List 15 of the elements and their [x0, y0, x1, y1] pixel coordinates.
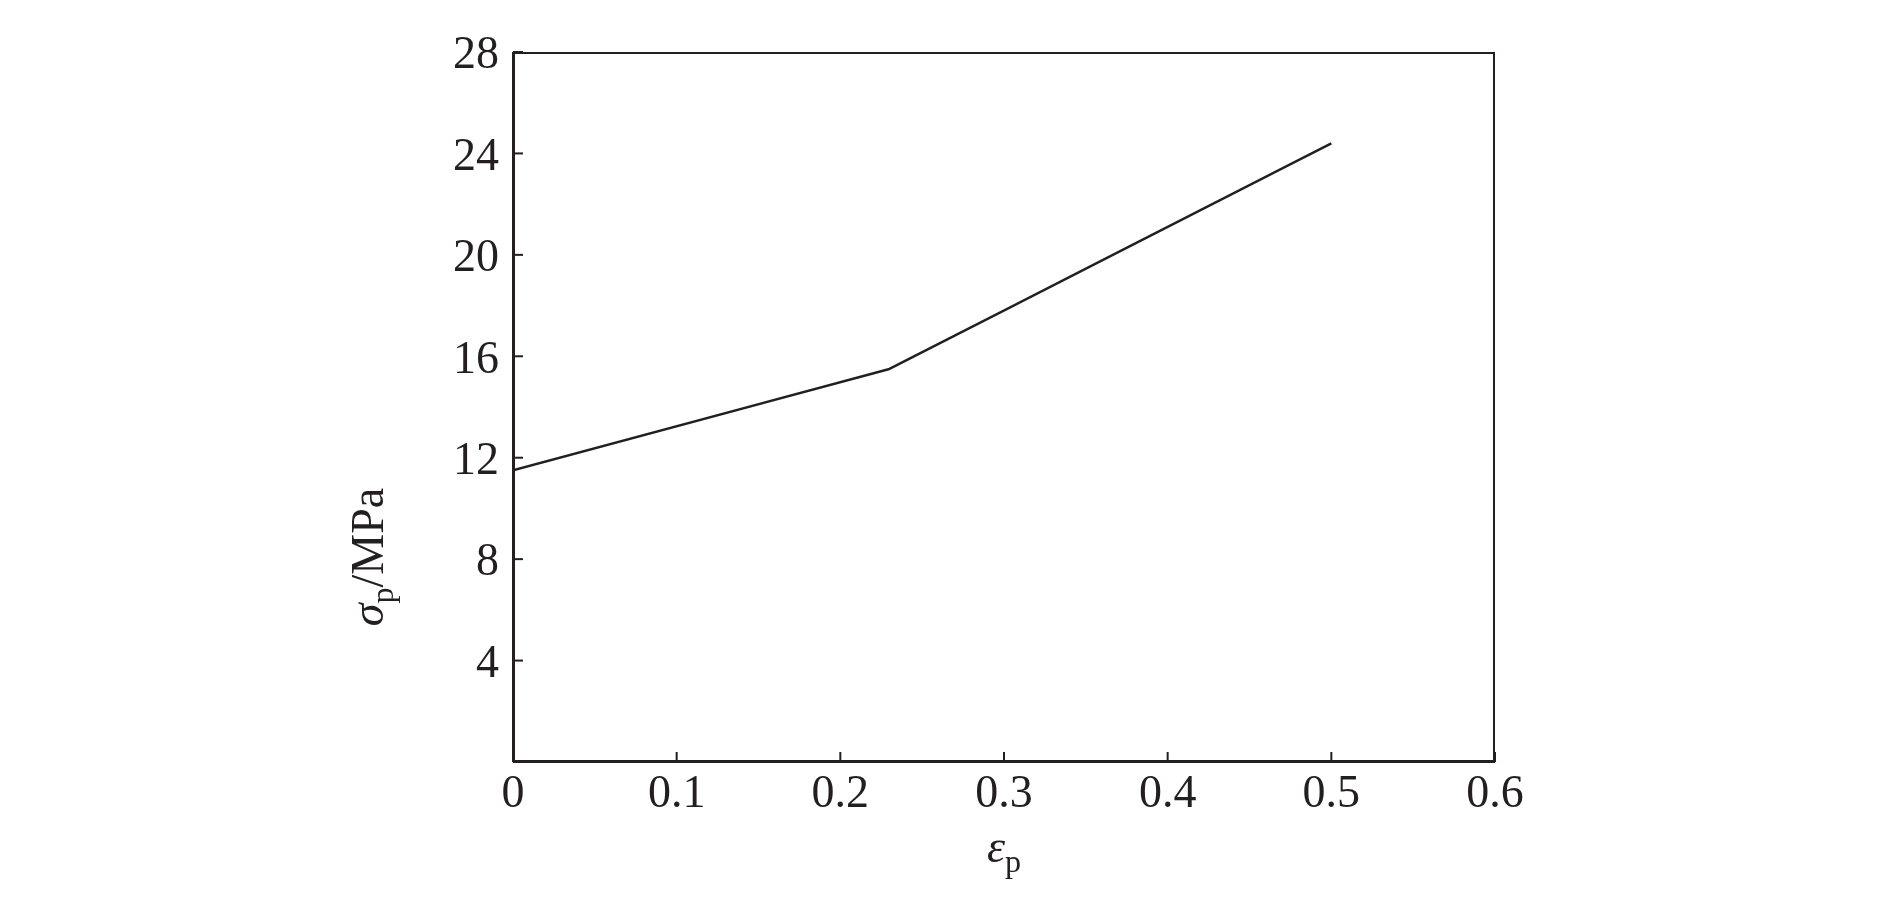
y-tick-label: 28	[453, 27, 499, 79]
x-tick-label: 0	[501, 765, 525, 817]
y-tick-label: 20	[453, 230, 499, 282]
x-tick-label: 0.5	[1302, 765, 1361, 817]
x-tick-label: 0.2	[811, 765, 870, 817]
x-tick-label: 0.4	[1138, 765, 1197, 817]
x-tick-label: 0.3	[975, 765, 1033, 817]
x-tick-label: 0.1	[647, 765, 706, 817]
y-tick-label: 8	[476, 534, 499, 586]
x-axis-title: ε$_{p}$	[986, 821, 1022, 879]
x-tick-label: 0.6	[1466, 765, 1524, 817]
y-tick-label: 24	[453, 128, 499, 180]
y-tick-label: 12	[453, 433, 499, 485]
y-tick-label: 4	[476, 635, 499, 687]
y-tick-label: 16	[453, 331, 499, 383]
